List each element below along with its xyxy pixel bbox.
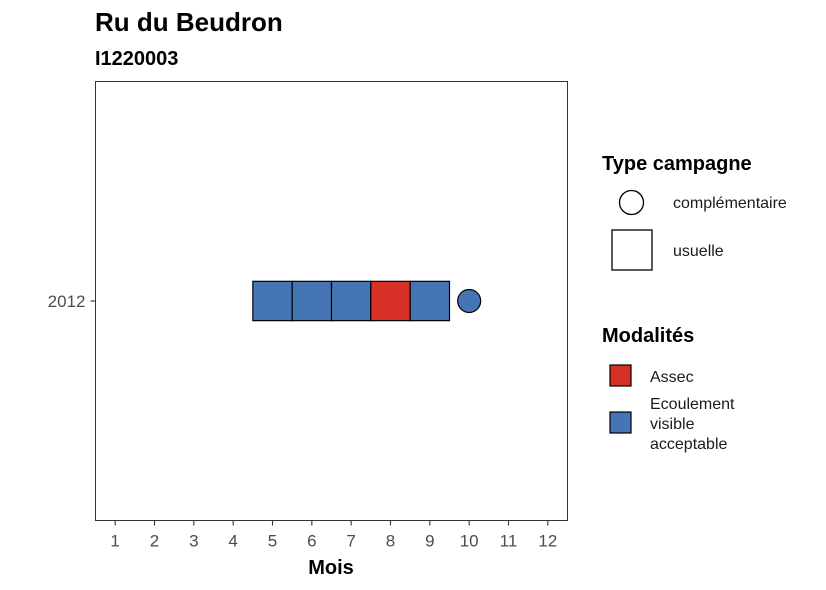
y-tick-label: 2012 bbox=[48, 292, 86, 311]
legend-ecoulement-label-line-2: visible bbox=[650, 416, 695, 433]
tile-mark bbox=[291, 280, 333, 322]
x-tick-label: 6 bbox=[307, 532, 316, 551]
legend-complementaire-label: complémentaire bbox=[673, 195, 787, 212]
legend-square-symbol bbox=[611, 229, 653, 271]
x-axis-title: Mois bbox=[308, 557, 354, 579]
legend-ecoulement-label-line-3: acceptable bbox=[650, 436, 727, 453]
tile-mark bbox=[330, 280, 372, 322]
legend-assec-swatch bbox=[609, 364, 632, 387]
x-tick-label: 2 bbox=[150, 532, 159, 551]
tile-mark bbox=[370, 280, 411, 322]
legend-ecoulement-label-line-1: Ecoulement bbox=[650, 396, 735, 413]
chart-subtitle: I1220003 bbox=[95, 48, 178, 70]
legend-type-campagne-title: Type campagne bbox=[602, 153, 752, 175]
x-tick-label: 8 bbox=[386, 532, 395, 551]
tile-mark bbox=[252, 280, 293, 322]
x-tick-label: 7 bbox=[346, 532, 355, 551]
legend-modalites-title: Modalités bbox=[602, 325, 694, 347]
x-axis: 1 2 3 4 5 6 7 8 9 10 11 12 bbox=[110, 520, 557, 551]
legend-assec-label: Assec bbox=[650, 369, 694, 386]
x-tick-label: 3 bbox=[189, 532, 198, 551]
y-axis: 2012 bbox=[48, 292, 96, 311]
x-tick-label: 12 bbox=[538, 532, 557, 551]
x-tick-label: 5 bbox=[268, 532, 277, 551]
legend-modalites: Modalités Assec Ecoulement visible accep… bbox=[602, 325, 735, 453]
data-marks bbox=[252, 280, 482, 322]
x-tick-label: 10 bbox=[460, 532, 479, 551]
tile-mark bbox=[409, 280, 451, 322]
legend-usuelle-label: usuelle bbox=[673, 243, 724, 260]
circle-mark bbox=[457, 288, 482, 314]
x-tick-label: 9 bbox=[425, 532, 434, 551]
x-tick-label: 1 bbox=[110, 532, 119, 551]
x-tick-label: 11 bbox=[500, 532, 518, 551]
legend-type-campagne: Type campagne complémentaire usuelle bbox=[602, 153, 787, 271]
x-tick-label: 4 bbox=[228, 532, 237, 551]
legend-circle-symbol bbox=[618, 189, 645, 216]
chart-title: Ru du Beudron bbox=[95, 7, 283, 37]
legend-ecoulement-swatch bbox=[609, 411, 632, 434]
